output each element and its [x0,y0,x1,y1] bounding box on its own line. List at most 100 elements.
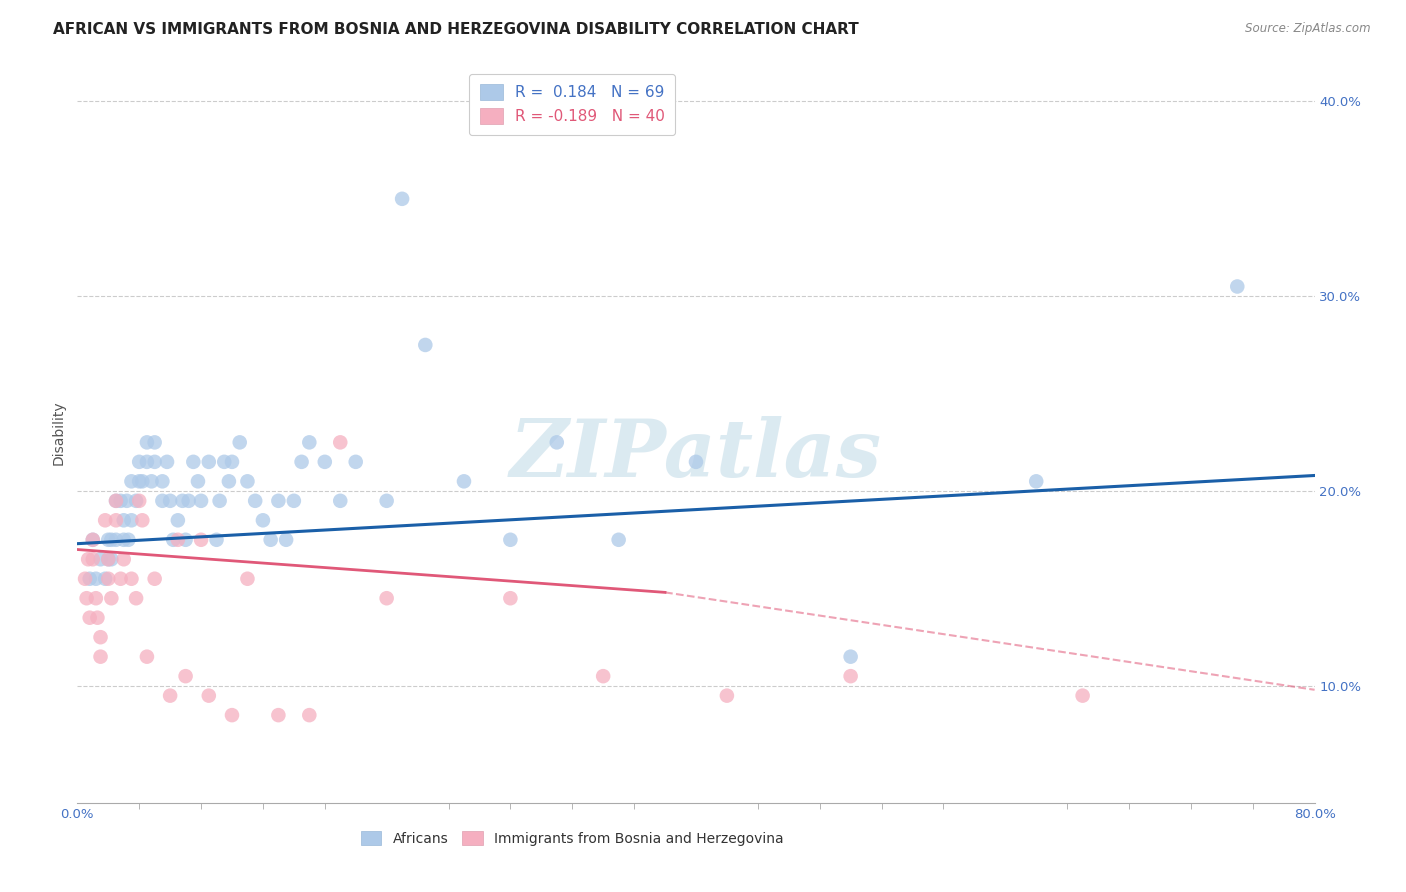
Point [136,455,159,469]
Point [128,475,150,489]
Point [245,493,267,508]
Point [121,475,143,489]
Point [105,493,127,508]
Point [839,669,862,683]
Text: Source: ZipAtlas.com: Source: ZipAtlas.com [1246,22,1371,36]
Point [546,435,568,450]
Point [112,552,135,566]
Point [375,493,398,508]
Point [183,455,205,469]
Point [97,572,120,586]
Point [839,649,862,664]
Point [298,435,321,450]
Text: AFRICAN VS IMMIGRANTS FROM BOSNIA AND HERZEGOVINA DISABILITY CORRELATION CHART: AFRICAN VS IMMIGRANTS FROM BOSNIA AND HE… [53,22,859,37]
Text: ZIPatlas: ZIPatlas [510,416,882,493]
Point [110,493,132,508]
Point [159,493,181,508]
Legend: Africans, Immigrants from Bosnia and Herzegovina: Africans, Immigrants from Bosnia and Her… [356,825,789,851]
Point [82,552,104,566]
Point [90,649,111,664]
Point [136,435,159,450]
Point [329,435,352,450]
Point [291,455,314,469]
Point [198,455,221,469]
Point [125,591,148,606]
Point [298,708,321,723]
Point [344,455,367,469]
Point [218,475,240,489]
Point [112,513,135,527]
Point [159,689,181,703]
Point [236,572,259,586]
Point [198,689,221,703]
Point [82,533,104,547]
Point [115,493,138,508]
Point [77,552,100,566]
Point [125,493,148,508]
Point [84,572,107,586]
Point [314,455,336,469]
Point [260,533,283,547]
Point [174,669,197,683]
Point [105,493,127,508]
Point [252,513,274,527]
Point [152,475,174,489]
Point [267,493,290,508]
Point [177,493,200,508]
Point [121,572,143,586]
Point [136,649,159,664]
Point [607,533,630,547]
Point [283,493,305,508]
Point [105,533,127,547]
Point [236,475,259,489]
Point [592,669,614,683]
Point [110,572,132,586]
Point [82,533,104,547]
Y-axis label: Disability: Disability [52,401,66,465]
Point [94,513,117,527]
Point [1226,279,1249,293]
Point [214,455,236,469]
Point [208,493,231,508]
Point [79,610,101,624]
Point [167,513,190,527]
Point [79,572,101,586]
Point [415,338,437,352]
Point [1025,475,1047,489]
Point [100,591,122,606]
Point [221,455,243,469]
Point [97,552,120,566]
Point [84,591,107,606]
Point [174,533,197,547]
Point [685,455,707,469]
Point [156,455,179,469]
Point [190,533,212,547]
Point [190,493,212,508]
Point [128,493,150,508]
Point [100,552,122,566]
Point [100,533,122,547]
Point [276,533,298,547]
Point [329,493,352,508]
Point [375,591,398,606]
Point [90,630,111,644]
Point [267,708,290,723]
Point [167,533,190,547]
Point [76,591,98,606]
Point [131,513,153,527]
Point [86,610,108,624]
Point [75,572,96,586]
Point [143,455,166,469]
Point [453,475,475,489]
Point [128,455,150,469]
Point [716,689,738,703]
Point [499,533,522,547]
Point [1071,689,1094,703]
Point [152,493,174,508]
Point [105,513,127,527]
Point [141,475,163,489]
Point [172,493,194,508]
Point [162,533,184,547]
Point [112,533,135,547]
Point [228,435,252,450]
